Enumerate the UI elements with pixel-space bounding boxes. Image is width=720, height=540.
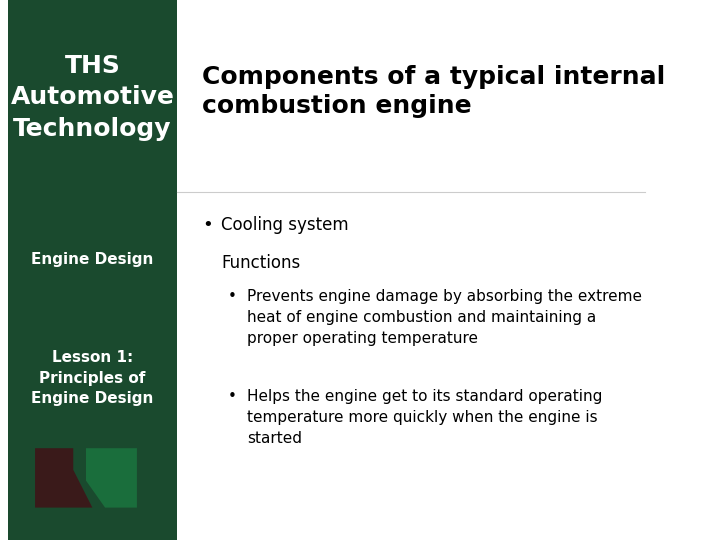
- Text: Components of a typical internal
combustion engine: Components of a typical internal combust…: [202, 65, 665, 118]
- Text: Functions: Functions: [221, 254, 300, 272]
- Text: THS
Automotive
Technology: THS Automotive Technology: [10, 53, 174, 141]
- Polygon shape: [86, 448, 137, 508]
- Text: •: •: [202, 216, 213, 234]
- Text: Engine Design: Engine Design: [31, 252, 153, 267]
- FancyBboxPatch shape: [8, 0, 176, 540]
- Text: Cooling system: Cooling system: [221, 216, 349, 234]
- Text: Lesson 1:
Principles of
Engine Design: Lesson 1: Principles of Engine Design: [31, 349, 153, 407]
- Text: Helps the engine get to its standard operating
temperature more quickly when the: Helps the engine get to its standard ope…: [247, 389, 602, 446]
- Polygon shape: [35, 448, 92, 508]
- Text: •: •: [228, 389, 236, 404]
- Text: Prevents engine damage by absorbing the extreme
heat of engine combustion and ma: Prevents engine damage by absorbing the …: [247, 289, 642, 346]
- Text: •: •: [228, 289, 236, 304]
